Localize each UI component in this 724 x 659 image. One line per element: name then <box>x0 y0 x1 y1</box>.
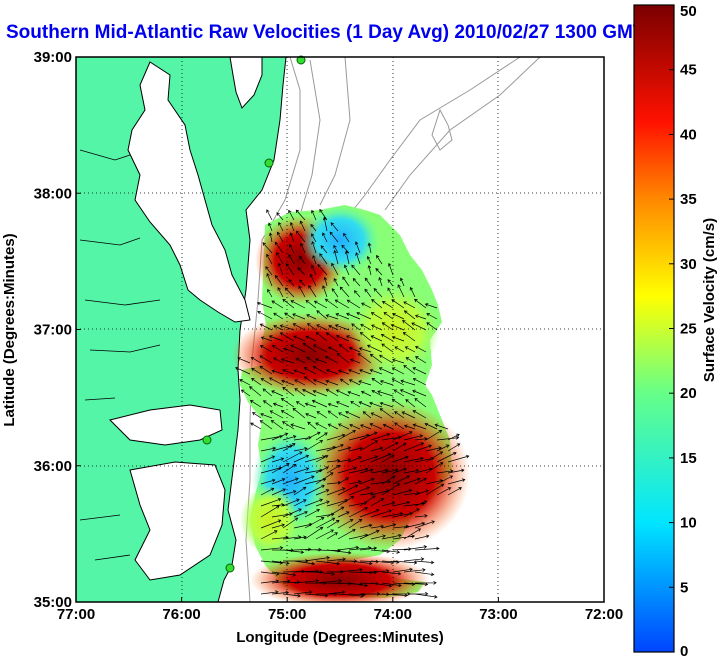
x-tick-label: 74:00 <box>374 606 412 623</box>
colorbar-tick-label: 40 <box>680 126 697 143</box>
x-tick-label: 77:00 <box>57 606 95 623</box>
colorbar-tick-label: 50 <box>680 3 697 20</box>
y-tick-label: 36:00 <box>34 458 72 475</box>
colorbar-tick-label: 0 <box>680 643 688 659</box>
colorbar-tick-label: 10 <box>680 515 697 532</box>
velocity-arrows <box>235 208 470 599</box>
x-tick-label: 73:00 <box>479 606 517 623</box>
colorbar-tick-label: 45 <box>680 62 697 79</box>
colorbar <box>633 4 675 653</box>
grid-lines <box>76 57 604 602</box>
radar-station <box>296 55 306 65</box>
x-axis-label: Longitude (Degrees:Minutes) <box>236 629 444 646</box>
x-tick-label: 75:00 <box>268 606 306 623</box>
x-axis: 77:00 76:00 75:00 74:00 73:00 72:00 <box>57 597 623 623</box>
y-axis: 39:00 38:00 37:00 36:00 35:00 <box>34 49 81 611</box>
radar-station <box>225 563 235 573</box>
colorbar-tick-label: 30 <box>680 256 697 273</box>
colorbar-tick-label: 20 <box>680 385 697 402</box>
colorbar-tick-label: 15 <box>680 450 697 467</box>
colorbar-tick-label: 35 <box>680 191 697 208</box>
delaware-bay <box>229 57 263 109</box>
y-tick-label: 39:00 <box>34 49 72 66</box>
radar-station <box>264 158 274 168</box>
chart-title: Southern Mid-Atlantic Raw Velocities (1 … <box>6 22 645 43</box>
colorbar-tick-label: 5 <box>680 579 688 596</box>
pamlico-sound <box>129 461 226 581</box>
colorbar-tick-label: 25 <box>680 321 697 338</box>
albemarle-sound <box>109 404 223 446</box>
colorbar-label: Surface Velocity (cm/s) <box>701 218 718 382</box>
y-axis-label: Latitude (Degrees:Minutes) <box>1 233 18 426</box>
radar-station <box>202 435 212 445</box>
y-tick-label: 35:00 <box>34 594 72 611</box>
x-tick-label: 76:00 <box>162 606 200 623</box>
x-tick-label: 72:00 <box>585 606 623 623</box>
colorbar-ticks: 0 5 10 15 20 25 30 35 40 45 50 <box>669 3 697 659</box>
rivers <box>79 149 161 561</box>
y-tick-label: 38:00 <box>34 185 72 202</box>
y-tick-label: 37:00 <box>34 322 72 339</box>
velocity-arrow-set <box>235 208 470 599</box>
chesapeake-bay <box>127 61 251 323</box>
